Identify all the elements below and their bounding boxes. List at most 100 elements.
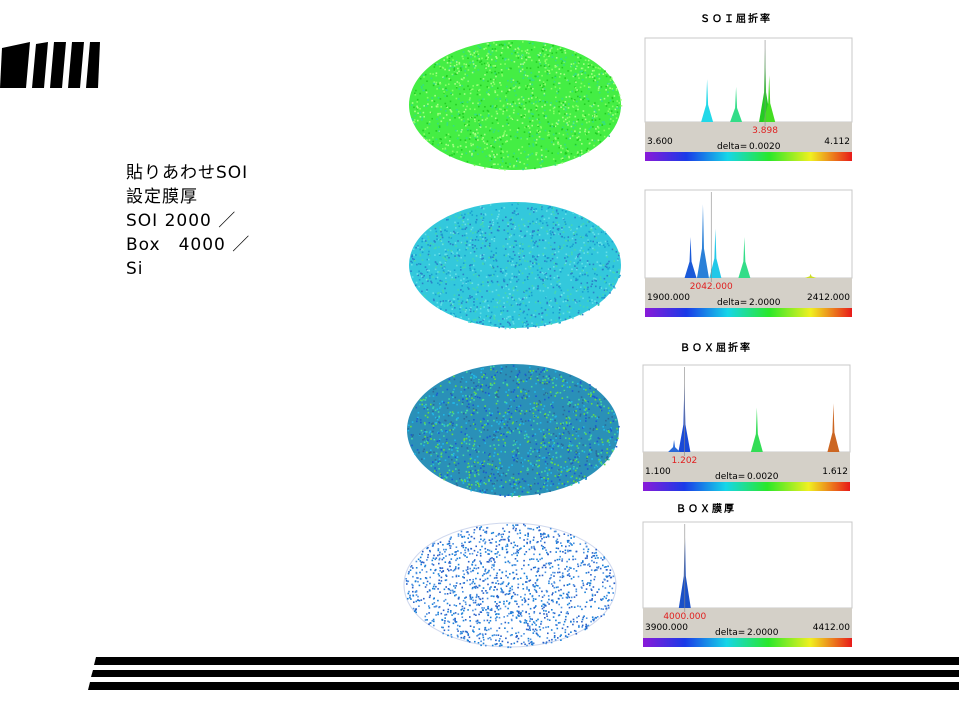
- wafer-dot: [533, 255, 535, 258]
- wafer-dot: [431, 99, 433, 102]
- wafer-dot: [571, 54, 574, 56]
- wafer-dot: [578, 215, 581, 217]
- wafer-dot: [558, 245, 561, 248]
- wafer-dot: [480, 563, 482, 565]
- wafer-dot: [436, 103, 439, 106]
- wafer-dot: [557, 137, 559, 140]
- wafer-dot: [471, 465, 473, 468]
- wafer-dot: [595, 450, 598, 452]
- wafer-dot: [577, 382, 579, 385]
- wafer-dot: [569, 467, 571, 470]
- wafer-dot: [610, 599, 613, 601]
- wafer-dot: [528, 625, 531, 628]
- wafer-dot: [495, 417, 498, 419]
- wafer-dot: [532, 265, 534, 268]
- wafer-dot: [457, 289, 459, 291]
- wafer-dot: [596, 569, 598, 571]
- wafer-dot: [612, 271, 614, 273]
- wafer-dot: [507, 79, 509, 82]
- wafer-dot: [603, 405, 605, 408]
- wafer-dot: [605, 232, 607, 235]
- wafer-dot: [419, 108, 421, 110]
- wafer-dot: [453, 402, 455, 404]
- wafer-dot: [540, 127, 542, 129]
- wafer-dot: [466, 371, 468, 373]
- wafer-dot: [512, 101, 514, 103]
- wafer-dot: [487, 245, 489, 248]
- wafer-dot: [578, 61, 580, 63]
- wafer-dot: [516, 289, 519, 292]
- wafer-dot: [451, 150, 454, 153]
- wafer-dot: [469, 453, 471, 456]
- wafer-dot: [548, 65, 551, 67]
- wafer-dot: [588, 308, 590, 311]
- wafer-dot: [512, 111, 515, 114]
- wafer-dot: [446, 55, 449, 58]
- wafer-dot: [598, 588, 600, 591]
- color-scale: [645, 152, 852, 161]
- wafer-dot: [571, 135, 574, 137]
- wafer-dot: [494, 378, 496, 380]
- wafer-dot: [569, 263, 571, 266]
- wafer-dot: [563, 108, 565, 110]
- wafer-dot: [436, 88, 438, 90]
- wafer-dot: [479, 534, 482, 537]
- wafer-dot: [471, 552, 474, 555]
- wafer-dot: [438, 553, 441, 556]
- wafer-dot: [500, 268, 502, 270]
- wafer-dot: [507, 124, 510, 126]
- wafer-dot: [447, 620, 449, 623]
- wafer-dot: [591, 299, 593, 301]
- wafer-dot: [435, 277, 437, 280]
- wafer-dot: [552, 140, 555, 142]
- wafer-dot: [445, 75, 448, 78]
- wafer-dot: [489, 557, 492, 560]
- wafer-dot: [410, 434, 413, 436]
- wafer-dot: [467, 537, 469, 539]
- wafer-dot: [591, 76, 594, 78]
- wafer-dot: [612, 448, 615, 451]
- wafer-dot: [603, 97, 606, 100]
- wafer-dot: [477, 53, 480, 56]
- wafer-dot: [442, 443, 444, 445]
- wafer-dot: [577, 56, 579, 59]
- wafer-dot: [545, 62, 547, 64]
- wafer-dot: [494, 70, 496, 73]
- wafer-dot: [429, 244, 432, 247]
- wafer-dot: [580, 90, 583, 93]
- wafer-dot: [490, 280, 493, 282]
- wafer-dot: [541, 215, 544, 217]
- wafer-dot: [520, 461, 523, 464]
- wafer-dot: [484, 491, 487, 493]
- wafer-dot: [478, 89, 480, 92]
- wafer-dot: [579, 304, 582, 307]
- wafer-dot: [463, 93, 466, 95]
- wafer-dot: [510, 260, 512, 263]
- wafer-dot: [618, 252, 620, 255]
- wafer-dot: [590, 403, 593, 405]
- wafer-dot: [451, 458, 453, 461]
- wafer-dot: [463, 478, 466, 481]
- wafer-dot: [542, 138, 545, 140]
- wafer-dot: [480, 60, 483, 62]
- wafer-dot: [491, 85, 494, 87]
- wafer-dot: [480, 562, 482, 564]
- histogram-frame: [644, 37, 853, 123]
- wafer-dot: [616, 107, 618, 109]
- wafer-dot: [476, 586, 479, 589]
- wafer-dot: [488, 628, 490, 631]
- wafer-dot: [436, 235, 438, 237]
- wafer-dot: [516, 554, 518, 557]
- wafer-dot: [549, 567, 552, 569]
- wafer-dot: [567, 239, 569, 242]
- wafer-dot: [504, 130, 506, 132]
- wafer-dot: [516, 635, 518, 638]
- wafer-dot: [508, 479, 511, 482]
- wafer-dot: [500, 310, 502, 312]
- wafer-dot: [513, 449, 515, 452]
- wafer-dot: [452, 412, 455, 415]
- wafer-dot: [495, 574, 498, 577]
- wafer-dot: [558, 132, 561, 135]
- wafer-dot: [478, 99, 481, 101]
- wafer-dot: [573, 480, 575, 482]
